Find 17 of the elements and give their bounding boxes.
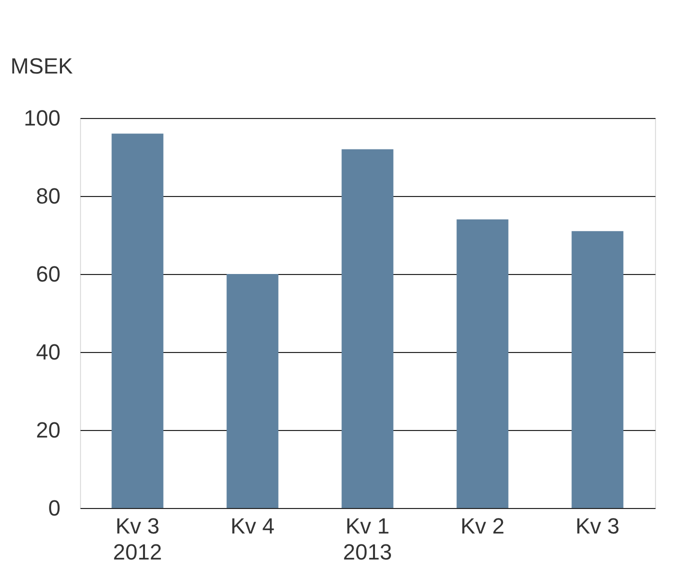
x-tick-label: Kv 2 bbox=[460, 514, 505, 538]
x-tick-label: Kv 4 bbox=[230, 514, 275, 538]
bar bbox=[342, 149, 394, 508]
bar bbox=[112, 134, 164, 508]
y-tick-label: 20 bbox=[36, 418, 60, 442]
bar bbox=[456, 219, 508, 508]
y-tick-label: 60 bbox=[36, 262, 60, 286]
y-tick-label: 100 bbox=[24, 106, 60, 130]
y-tick-label: 80 bbox=[36, 184, 60, 208]
y-tick-label: 40 bbox=[36, 340, 60, 364]
x-tick-label: Kv 1 2013 bbox=[343, 514, 392, 563]
x-tick-label: Kv 3 2012 bbox=[113, 514, 162, 563]
y-tick-label: 0 bbox=[48, 496, 60, 520]
bar bbox=[226, 274, 278, 508]
y-axis-title: MSEK bbox=[10, 54, 74, 78]
bar bbox=[572, 231, 624, 508]
x-tick-label: Kv 3 bbox=[575, 514, 620, 538]
